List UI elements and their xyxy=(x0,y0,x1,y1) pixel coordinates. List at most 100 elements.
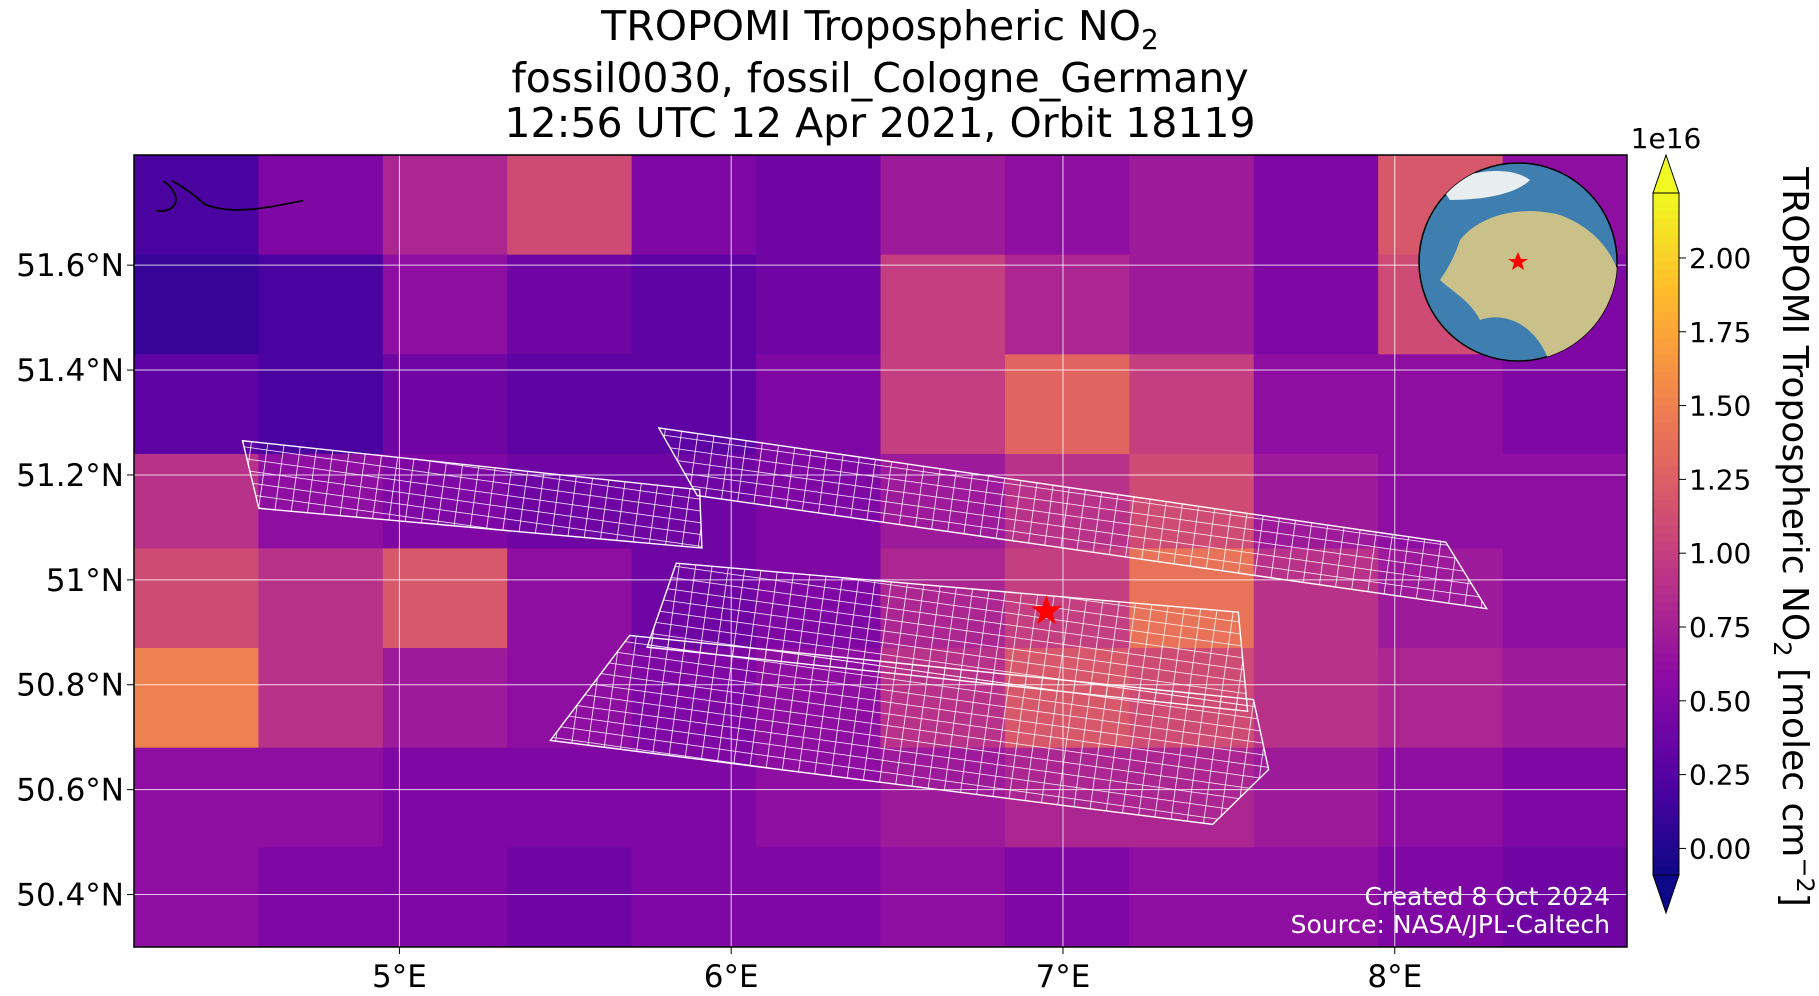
colorbar-swatch xyxy=(1653,278,1679,288)
colorbar-swatch xyxy=(1653,508,1679,518)
no2-cell xyxy=(507,548,633,649)
map-frame xyxy=(133,154,1628,948)
no2-cell xyxy=(1004,354,1130,455)
no2-cell xyxy=(880,155,1006,256)
colorbar-tick-label: 0.00 xyxy=(1689,832,1751,865)
coastline xyxy=(156,180,304,212)
no2-cell xyxy=(1253,254,1379,355)
title-text: TROPOMI Tropospheric NO xyxy=(600,2,1141,50)
colorbar-swatch xyxy=(1653,670,1679,680)
no2-cell xyxy=(1253,648,1379,749)
colorbar-tick-label: 1.50 xyxy=(1689,390,1751,423)
no2-cell xyxy=(1378,453,1504,549)
colorbar-tick-label: 0.75 xyxy=(1689,611,1751,644)
no2-cell xyxy=(1253,155,1379,256)
x-tick-label: 5°E xyxy=(372,959,427,992)
colorbar-label-part: −2 xyxy=(1791,857,1819,892)
no2-cell xyxy=(507,155,633,256)
colorbar-swatch xyxy=(1653,363,1679,373)
subtitle: 12:56 UTC 12 Apr 2021, Orbit 18119 xyxy=(504,99,1255,147)
footprint xyxy=(241,439,703,549)
colorbar-swatch xyxy=(1653,661,1679,671)
colorbar-swatch xyxy=(1653,644,1679,654)
y-tick-label: 51.6°N xyxy=(16,248,124,284)
colorbar-swatch xyxy=(1653,210,1679,220)
no2-cell xyxy=(134,354,259,455)
colorbar-tick-label: 1.25 xyxy=(1689,463,1751,496)
no2-cell xyxy=(756,254,881,355)
colorbar-swatch xyxy=(1653,389,1679,399)
no2-cell xyxy=(1502,453,1627,549)
colorbar-swatch xyxy=(1653,730,1679,740)
colorbar-swatch xyxy=(1653,329,1679,339)
colorbar-swatch xyxy=(1653,721,1679,731)
no2-cell xyxy=(631,155,757,256)
no2-cell xyxy=(258,354,384,455)
no2-cell xyxy=(258,254,384,355)
colorbar-swatch xyxy=(1653,406,1679,416)
colorbar-swatch xyxy=(1653,798,1679,808)
colorbar-label-part: 2 xyxy=(1768,641,1796,656)
colorbar-swatch xyxy=(1653,857,1679,868)
no2-cell xyxy=(1502,548,1627,649)
footprint xyxy=(657,427,1489,610)
colorbar-tick-label: 2.00 xyxy=(1689,242,1751,275)
no2-cell xyxy=(134,155,259,256)
colorbar-swatch xyxy=(1653,380,1679,390)
colorbar-swatch xyxy=(1653,193,1679,203)
colorbar-swatch xyxy=(1653,542,1679,552)
footprints xyxy=(156,180,1489,826)
no2-cell xyxy=(631,254,757,355)
colorbar-extend xyxy=(1652,874,1680,915)
colorbar-swatch xyxy=(1653,551,1679,561)
no2-cell xyxy=(382,354,508,455)
colorbar-label: TROPOMI Tropospheric NO2 [molec cm−2] xyxy=(1768,166,1819,907)
colorbar-swatch xyxy=(1653,840,1679,851)
no2-cell xyxy=(756,847,881,947)
no2-cell xyxy=(1253,354,1379,455)
no2-cell xyxy=(507,747,633,848)
no2-cell xyxy=(1129,155,1255,256)
no2-cell xyxy=(258,747,384,848)
colorbar-swatch xyxy=(1653,559,1679,569)
no2-cell xyxy=(382,548,508,649)
credit: Source: NASA/JPL-Caltech xyxy=(1291,910,1610,939)
globe-star xyxy=(1508,252,1528,270)
colorbar-swatch xyxy=(1653,755,1679,765)
subtitle: fossil0030, fossil_Cologne_Germany xyxy=(511,54,1248,102)
colorbar-swatch xyxy=(1653,499,1679,510)
colorbar-swatch xyxy=(1653,414,1679,424)
colorbar-swatch xyxy=(1653,619,1679,629)
graticule xyxy=(134,155,1627,947)
no2-cell xyxy=(1378,747,1504,848)
no2-cell xyxy=(382,155,508,256)
colorbar-swatch xyxy=(1653,534,1679,544)
footprint xyxy=(549,634,1270,826)
no2-cell xyxy=(382,254,508,355)
no2-cell xyxy=(258,847,384,947)
colorbar-swatch xyxy=(1653,576,1679,586)
colorbar-swatch xyxy=(1653,269,1679,279)
colorbar-swatch xyxy=(1653,602,1679,612)
colorbar-swatch xyxy=(1653,482,1679,492)
y-tick-label: 50.6°N xyxy=(16,773,124,809)
no2-cell xyxy=(1004,155,1130,256)
colorbar-swatch xyxy=(1653,610,1679,620)
no2-cell xyxy=(1502,747,1627,848)
no2-cell xyxy=(1502,648,1627,749)
x-tick-label: 7°E xyxy=(1036,959,1091,992)
target-marker xyxy=(1031,595,1062,625)
colorbar-swatch xyxy=(1653,713,1679,723)
no2-cell xyxy=(258,548,384,649)
colorbar-swatch xyxy=(1653,295,1679,305)
no2-cell xyxy=(756,354,881,455)
colorbar-swatch xyxy=(1653,866,1679,876)
colorbar-swatch xyxy=(1653,286,1679,296)
y-tick-label: 50.4°N xyxy=(16,878,124,914)
colorbar-swatch xyxy=(1653,627,1679,637)
title-subscript: 2 xyxy=(1141,23,1159,56)
no2-cell xyxy=(1004,254,1130,355)
colorbar-swatch xyxy=(1653,448,1679,458)
no2-cell xyxy=(1253,847,1379,947)
no2-cell xyxy=(1378,354,1504,455)
